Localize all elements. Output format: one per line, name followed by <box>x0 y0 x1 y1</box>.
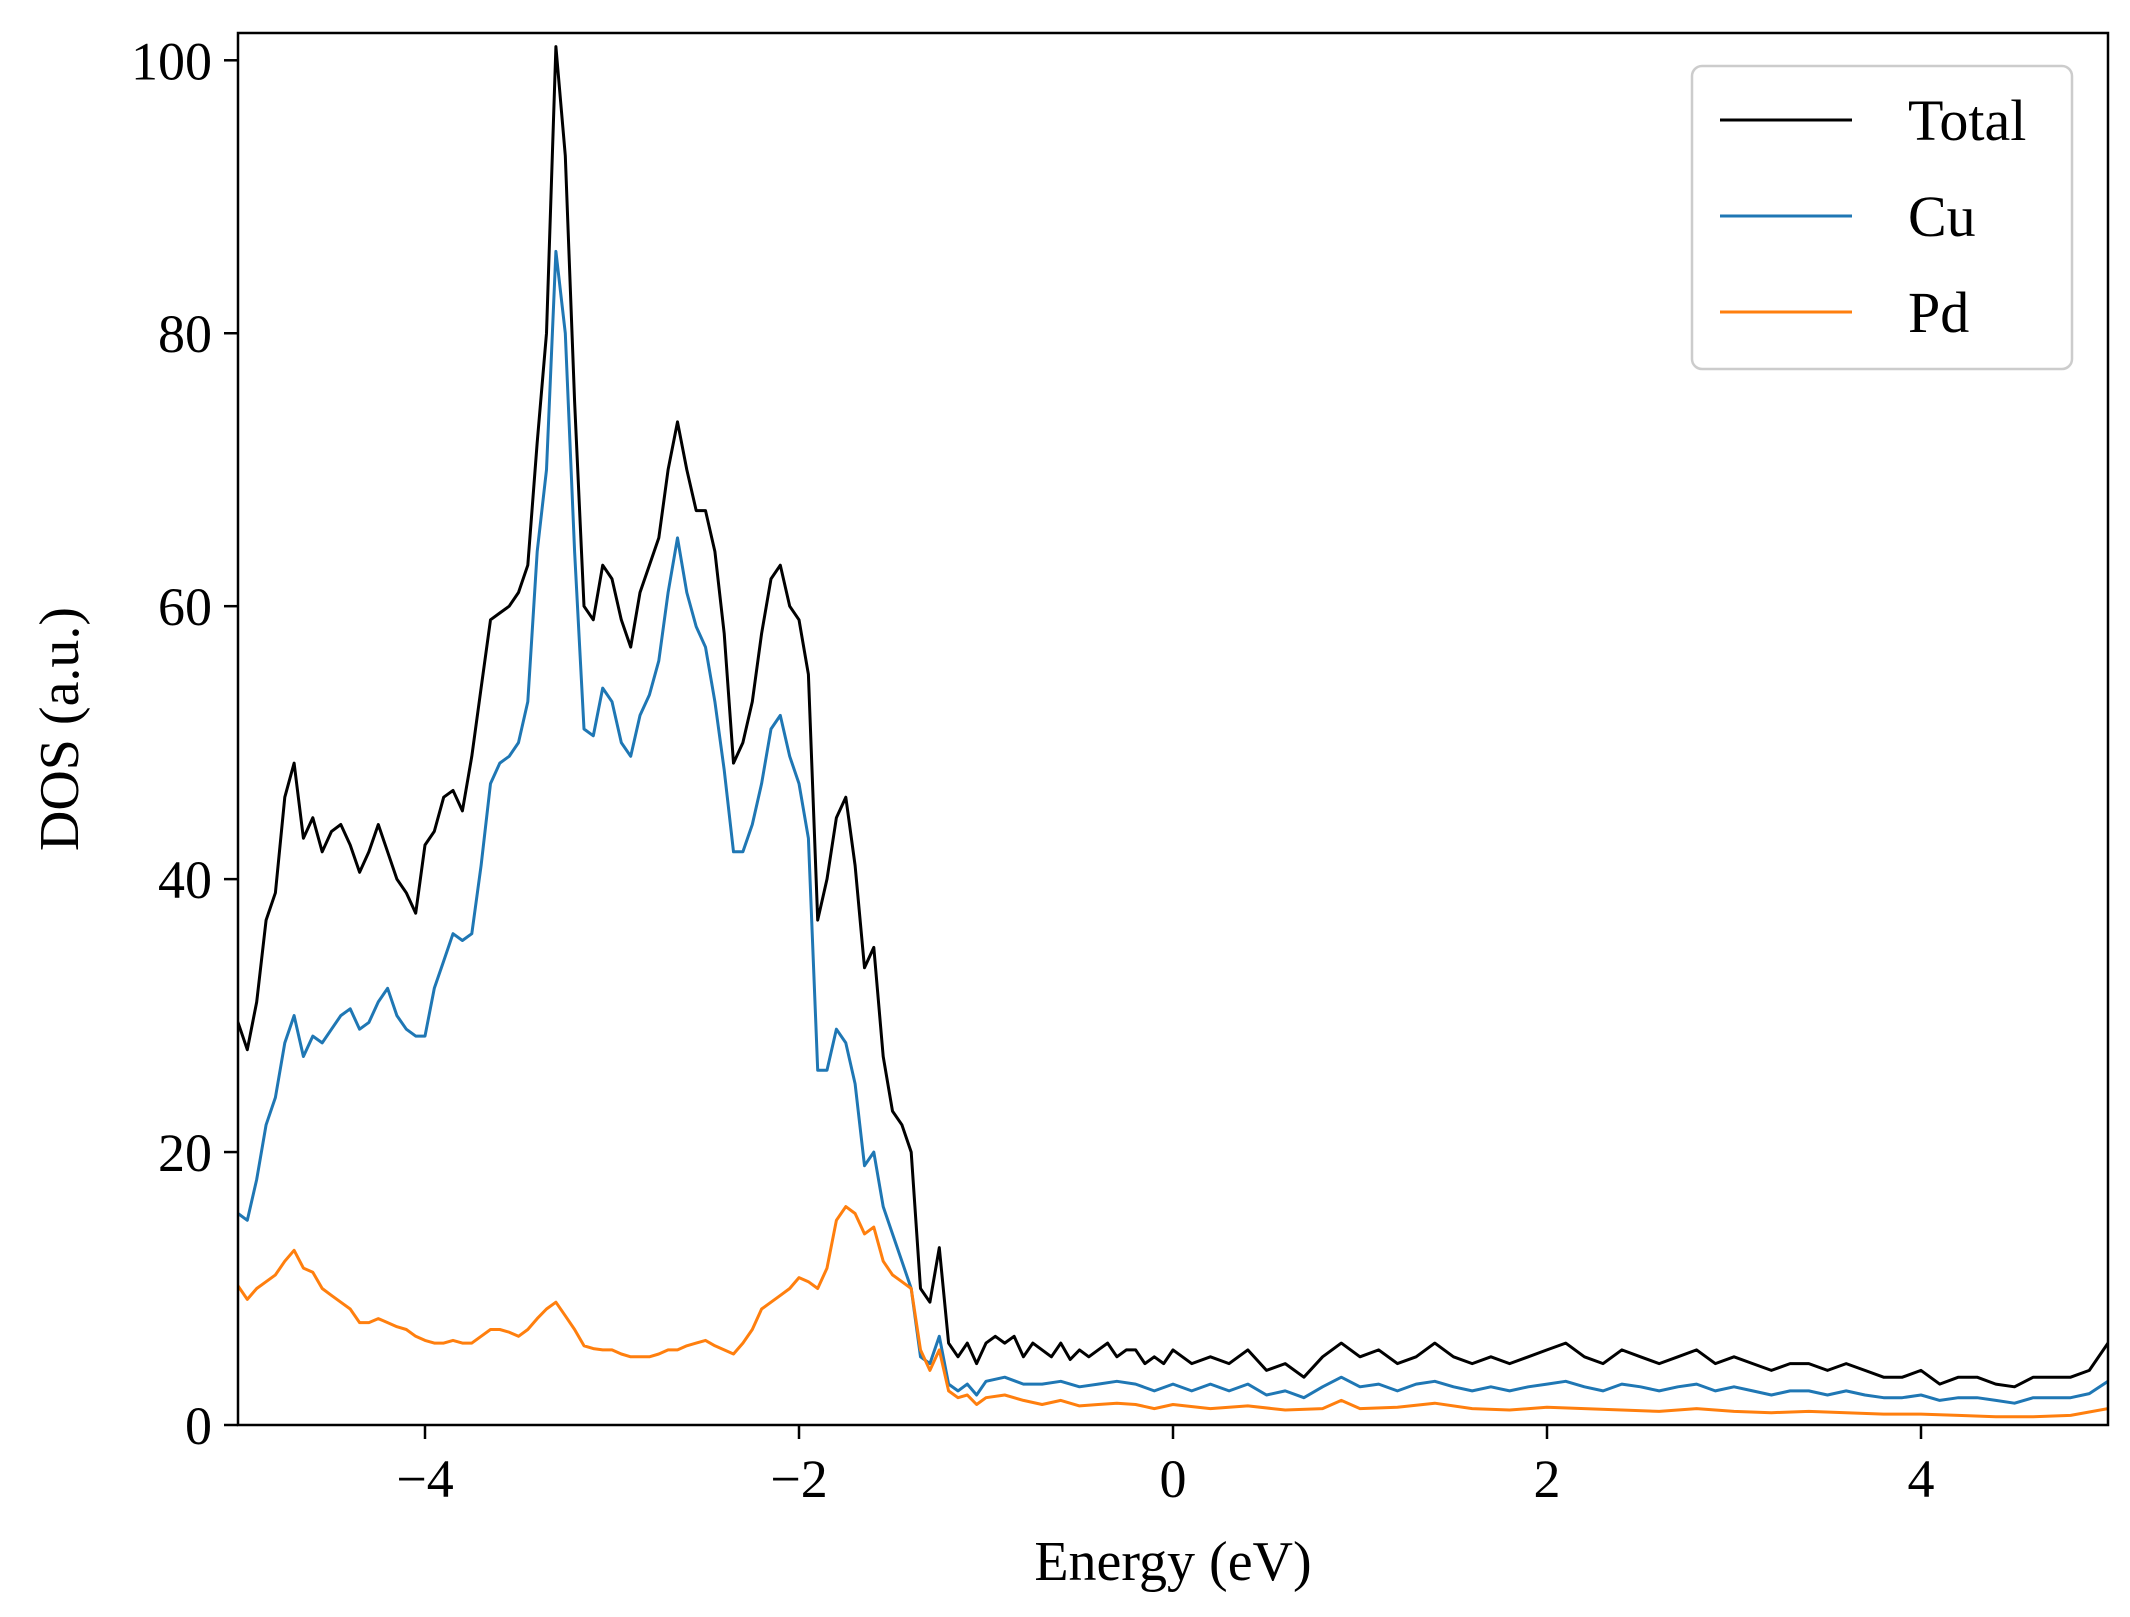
legend-box <box>1690 64 2074 371</box>
x-tick-label: −2 <box>770 1449 827 1509</box>
series-line-total <box>238 45 2108 1389</box>
series-line-cu <box>238 249 2108 1405</box>
y-axis: 0 20 40 60 80 100 <box>131 31 238 1456</box>
x-tick-label: 4 <box>1908 1449 1935 1509</box>
y-axis-label: DOS (a.u.) <box>29 607 91 851</box>
x-tick-label: 0 <box>1160 1449 1187 1509</box>
y-tick-label: 40 <box>158 850 212 910</box>
legend-label-pd: Pd <box>1908 280 1969 345</box>
y-tick-label: 60 <box>158 577 212 637</box>
x-axis-label: Energy (eV) <box>1034 1531 1311 1593</box>
legend: Total Cu Pd <box>1690 64 2074 371</box>
x-tick-label: −4 <box>396 1449 453 1509</box>
y-tick-label: 20 <box>158 1123 212 1183</box>
legend-label-total: Total <box>1908 88 2026 153</box>
y-tick-label: 80 <box>158 304 212 364</box>
y-tick-label: 100 <box>131 31 212 91</box>
legend-label-cu: Cu <box>1908 184 1976 249</box>
x-axis: −4 −2 0 2 4 <box>396 1425 1935 1509</box>
series-line-pd <box>238 1205 2108 1419</box>
y-tick-label: 0 <box>185 1396 212 1456</box>
series-layer <box>238 45 2108 1419</box>
x-tick-label: 2 <box>1534 1449 1561 1509</box>
